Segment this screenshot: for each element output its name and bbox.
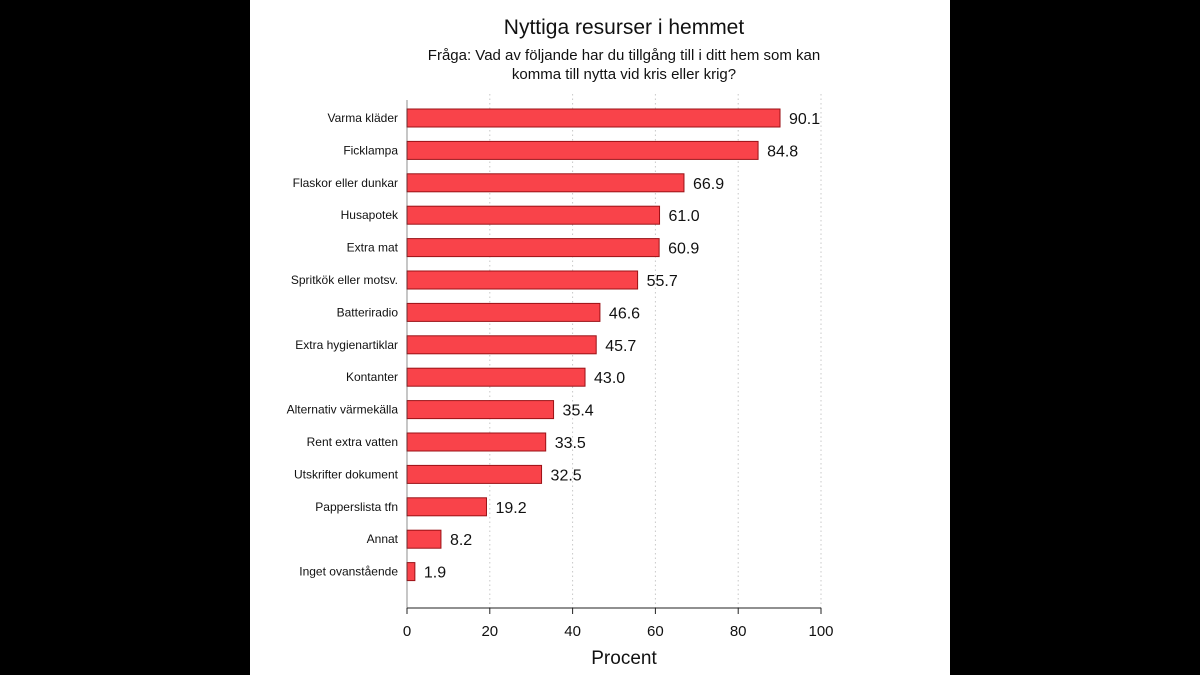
category-label-14: Inget ovanstående bbox=[299, 565, 398, 579]
value-label-2: 66.9 bbox=[693, 176, 724, 193]
value-label-14: 1.9 bbox=[424, 565, 446, 582]
x-axis-title: Procent bbox=[591, 648, 657, 669]
value-label-5: 55.7 bbox=[647, 273, 678, 290]
category-label-8: Kontanter bbox=[346, 370, 398, 384]
bar-9 bbox=[406, 400, 555, 420]
value-label-9: 35.4 bbox=[563, 403, 594, 420]
value-label-0: 90.1 bbox=[789, 111, 820, 128]
category-label-6: Batteriradio bbox=[337, 305, 399, 319]
category-label-0: Varma kläder bbox=[328, 111, 398, 125]
category-label-12: Papperslista tfn bbox=[315, 500, 398, 514]
category-label-4: Extra mat bbox=[347, 241, 399, 255]
category-label-10: Rent extra vatten bbox=[307, 435, 398, 449]
bars: Varma kläder 90.1 Ficklampa 84.8 Flaskor ell… bbox=[287, 108, 820, 582]
category-label-2: Flaskor eller dunkar bbox=[293, 176, 398, 190]
chart-panel: Nyttiga resurser i hemmet Fråga: Vad av … bbox=[250, 0, 950, 675]
category-label-13: Annat bbox=[367, 532, 399, 546]
x-tick-label-0: 0 bbox=[403, 623, 411, 640]
bar-3 bbox=[406, 205, 661, 225]
bar-8 bbox=[406, 367, 586, 387]
value-label-12: 19.2 bbox=[495, 500, 526, 517]
bar-0 bbox=[406, 108, 781, 128]
bar-5 bbox=[406, 270, 639, 290]
chart-subtitle-line-2: komma till nytta vid kris eller krig? bbox=[512, 66, 736, 83]
value-label-8: 43.0 bbox=[594, 370, 625, 387]
bar-12 bbox=[406, 497, 487, 517]
x-tick-label-1: 20 bbox=[481, 623, 498, 640]
chart-title: Nyttiga resurser i hemmet bbox=[504, 16, 745, 39]
category-label-7: Extra hygienartiklar bbox=[295, 338, 398, 352]
value-label-4: 60.9 bbox=[668, 241, 699, 258]
chart-subtitle-line-1: Fråga: Vad av följande har du tillgång t… bbox=[428, 47, 820, 64]
category-label-11: Utskrifter dokument bbox=[294, 467, 399, 481]
category-label-5: Spritkök eller motsv. bbox=[291, 273, 398, 287]
value-label-1: 84.8 bbox=[767, 143, 798, 160]
bar-chart: Nyttiga resurser i hemmet Fråga: Vad av … bbox=[287, 16, 834, 669]
x-tick-label-4: 80 bbox=[730, 623, 747, 640]
x-tick-label-2: 40 bbox=[564, 623, 581, 640]
value-label-6: 46.6 bbox=[609, 305, 640, 322]
bar-4 bbox=[406, 238, 660, 258]
x-tick-label-5: 100 bbox=[808, 623, 833, 640]
bar-14 bbox=[406, 562, 416, 582]
value-label-3: 61.0 bbox=[669, 208, 700, 225]
bar-6 bbox=[406, 302, 601, 322]
x-axis: 0 20 40 60 80 100 bbox=[403, 100, 834, 640]
category-label-3: Husapotek bbox=[341, 208, 399, 222]
bar-1 bbox=[406, 140, 759, 160]
bar-13 bbox=[406, 529, 442, 549]
value-label-13: 8.2 bbox=[450, 532, 472, 549]
bar-7 bbox=[406, 335, 597, 355]
category-label-1: Ficklampa bbox=[343, 143, 398, 157]
value-label-7: 45.7 bbox=[605, 338, 636, 355]
x-tick-label-3: 60 bbox=[647, 623, 664, 640]
value-label-11: 32.5 bbox=[551, 467, 582, 484]
bar-11 bbox=[406, 464, 543, 484]
category-label-9: Alternativ värmekälla bbox=[287, 403, 399, 417]
value-label-10: 33.5 bbox=[555, 435, 586, 452]
bar-2 bbox=[406, 173, 685, 193]
bar-10 bbox=[406, 432, 547, 452]
